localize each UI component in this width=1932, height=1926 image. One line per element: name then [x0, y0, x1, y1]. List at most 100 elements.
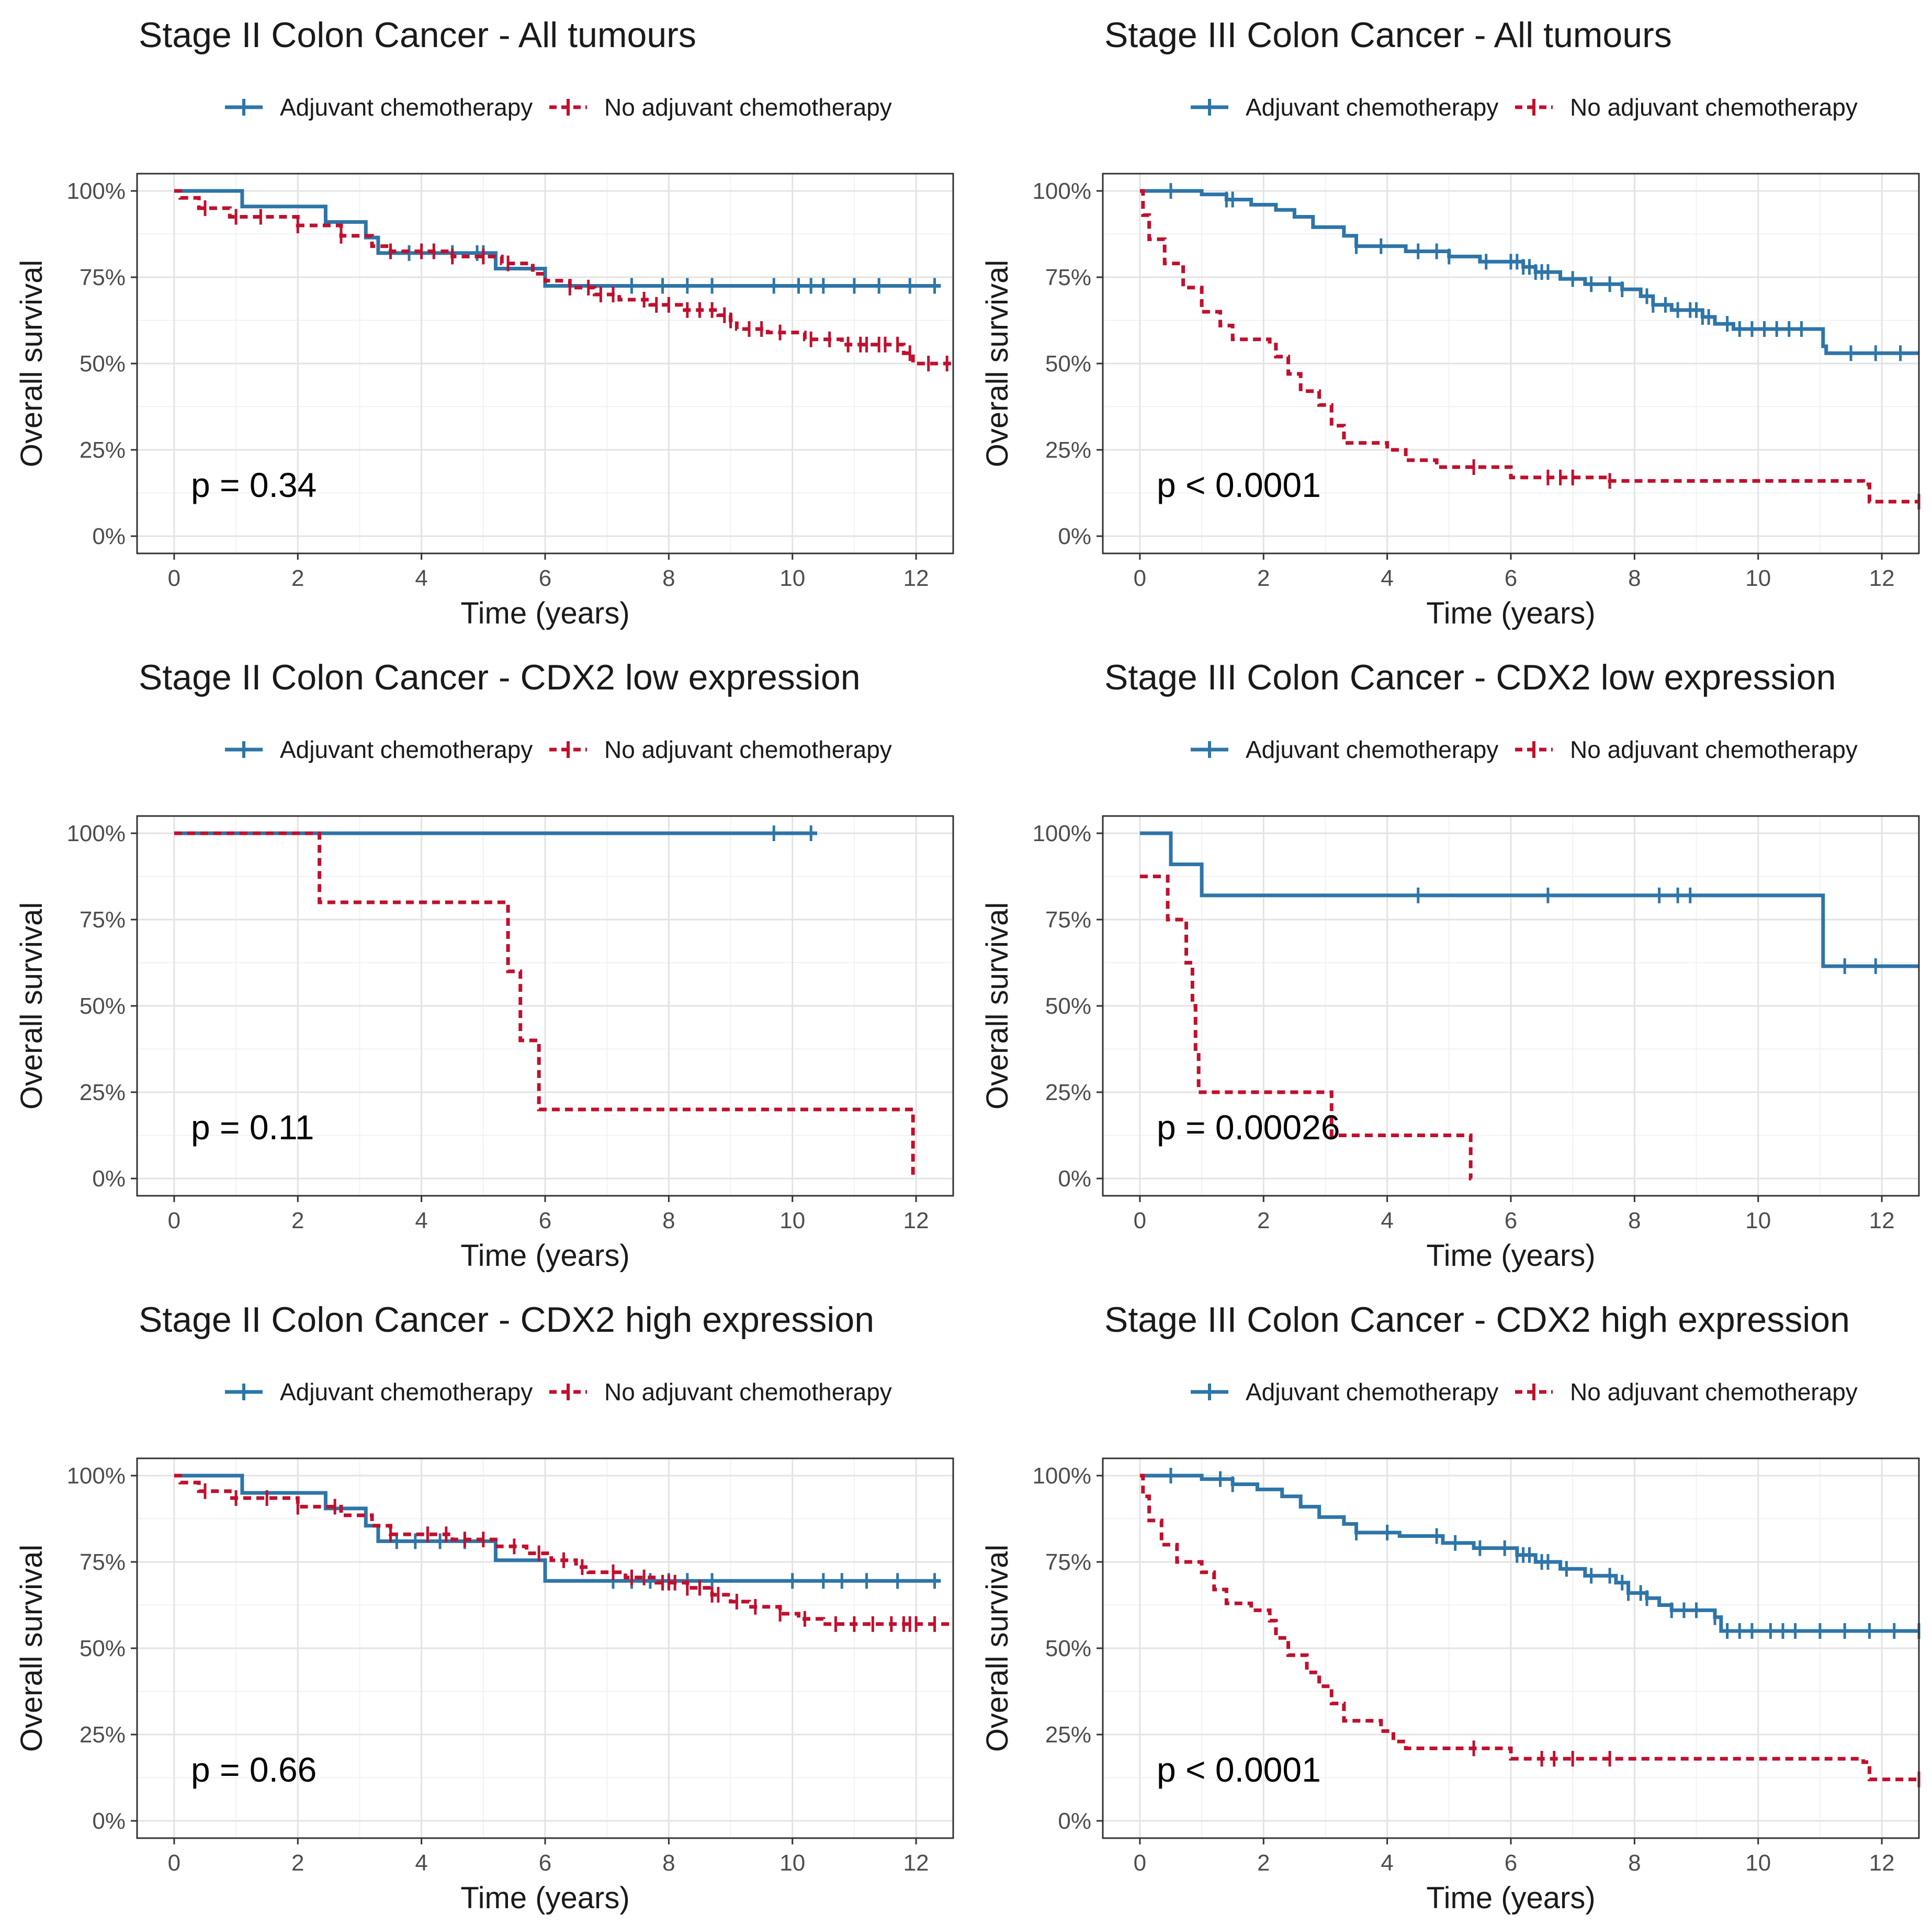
x-tick-label: 0: [1134, 1850, 1146, 1876]
x-axis-title: Time (years): [460, 1239, 629, 1273]
p-value: p = 0.00026: [1157, 1108, 1340, 1147]
y-tick-label: 0%: [1058, 1808, 1091, 1834]
x-tick-label: 4: [1381, 565, 1393, 591]
x-axis-title: Time (years): [460, 596, 629, 630]
x-tick-label: 4: [415, 1850, 427, 1876]
gridlines: [1103, 174, 1919, 553]
x-tick-label: 8: [1628, 1208, 1641, 1233]
legend: Adjuvant chemotherapy No adjuvant chemoth…: [225, 1378, 892, 1406]
legend: Adjuvant chemotherapy No adjuvant chemoth…: [1191, 736, 1858, 763]
x-tick-label: 10: [1745, 1208, 1771, 1233]
x-tick-label: 6: [539, 1208, 551, 1233]
y-tick-label: 100%: [1032, 821, 1091, 846]
panel-border: [136, 173, 954, 554]
x-tick-label: 2: [1257, 1208, 1270, 1233]
x-tick-label: 8: [1628, 1850, 1641, 1876]
no-adjuvant-curve: [1139, 1474, 1919, 1782]
legend: Adjuvant chemotherapy No adjuvant chemoth…: [225, 736, 892, 763]
x-tick-label: 6: [1505, 1208, 1517, 1233]
y-axis-title: Overall survival: [15, 1545, 49, 1752]
legend-label: No adjuvant chemotherapy: [604, 1378, 892, 1406]
y-tick-label: 75%: [80, 1549, 126, 1575]
curves: [174, 1474, 953, 1632]
panel-title: Stage III Colon Cancer - CDX2 high expre…: [1104, 1300, 1850, 1340]
legend-label: Adjuvant chemotherapy: [280, 94, 533, 121]
y-tick-label: 50%: [80, 1636, 126, 1661]
x-tick-label: 12: [903, 1208, 929, 1233]
x-tick-label: 10: [779, 1850, 805, 1876]
x-tick-label: 0: [1134, 1208, 1146, 1233]
x-tick-label: 0: [1134, 565, 1146, 591]
y-tick-label: 75%: [1045, 265, 1091, 290]
y-tick-label: 0%: [92, 1166, 126, 1192]
y-axis-title: Overall survival: [15, 260, 49, 467]
x-tick-label: 2: [1257, 1850, 1270, 1876]
y-axis-title: Overall survival: [15, 902, 49, 1109]
no-adjuvant-curve: [174, 831, 915, 1181]
legend-label: No adjuvant chemotherapy: [1570, 736, 1858, 763]
p-value: p = 0.66: [191, 1750, 317, 1789]
panel-border: [1102, 815, 1920, 1197]
x-tick-label: 4: [1381, 1208, 1393, 1233]
y-tick-label: 50%: [1045, 1636, 1091, 1661]
x-axis-title: Time (years): [460, 1881, 629, 1915]
no-adjuvant-curve: [1139, 875, 1473, 1181]
panel-title: Stage II Colon Cancer - CDX2 high expres…: [139, 1300, 874, 1340]
gridlines: [1103, 1458, 1919, 1838]
adjuvant-curve: [1139, 831, 1919, 968]
x-tick-label: 8: [662, 565, 675, 591]
x-axis-title: Time (years): [1426, 1881, 1595, 1915]
curves: [174, 189, 953, 371]
adjuvant-curve: [174, 189, 941, 288]
x-tick-label: 12: [1869, 565, 1895, 591]
y-tick-label: 25%: [1045, 1722, 1091, 1748]
x-tick-label: 6: [539, 565, 551, 591]
km-panel: Stage II Colon Cancer - All tumours Adjuv…: [15, 15, 954, 630]
x-tick-label: 4: [415, 1208, 427, 1233]
y-tick-label: 75%: [1045, 1549, 1091, 1575]
y-tick-label: 25%: [1045, 1080, 1091, 1105]
x-tick-label: 10: [1745, 1850, 1771, 1876]
x-axis-title: Time (years): [1426, 596, 1595, 630]
x-tick-label: 12: [903, 1850, 929, 1876]
panel-title: Stage III Colon Cancer - All tumours: [1104, 15, 1672, 55]
x-tick-label: 12: [1869, 1850, 1895, 1876]
y-tick-label: 75%: [80, 265, 126, 290]
y-tick-label: 50%: [80, 351, 126, 377]
x-tick-label: 2: [291, 1208, 304, 1233]
km-panel: Stage II Colon Cancer - CDX2 low express…: [15, 658, 954, 1273]
x-axis-title: Time (years): [1426, 1239, 1595, 1273]
legend: Adjuvant chemotherapy No adjuvant chemoth…: [225, 94, 892, 121]
y-axis-title: Overall survival: [980, 260, 1014, 467]
legend-label: No adjuvant chemotherapy: [604, 736, 892, 763]
legend-label: Adjuvant chemotherapy: [280, 736, 533, 763]
y-axis-title: Overall survival: [980, 902, 1014, 1109]
x-tick-label: 4: [1381, 1850, 1393, 1876]
y-tick-label: 100%: [1032, 1463, 1091, 1489]
y-tick-label: 0%: [1058, 1166, 1091, 1192]
km-panel: Stage III Colon Cancer - All tumours Adju…: [980, 15, 1920, 630]
legend-label: No adjuvant chemotherapy: [1570, 94, 1858, 121]
no-adjuvant-curve: [1139, 189, 1919, 504]
p-value: p = 0.11: [191, 1108, 314, 1147]
y-tick-label: 50%: [80, 993, 126, 1019]
y-axis-title: Overall survival: [980, 1545, 1014, 1752]
y-tick-label: 100%: [1032, 178, 1091, 204]
x-tick-label: 12: [903, 565, 929, 591]
x-tick-label: 12: [1869, 1208, 1895, 1233]
y-tick-label: 50%: [1045, 351, 1091, 377]
legend-label: Adjuvant chemotherapy: [1246, 94, 1498, 121]
x-tick-label: 0: [168, 1850, 180, 1876]
x-tick-label: 6: [1505, 1850, 1517, 1876]
y-tick-label: 100%: [66, 1463, 126, 1489]
x-tick-label: 8: [662, 1208, 675, 1233]
curves: [1139, 183, 1920, 509]
x-tick-label: 10: [779, 1208, 805, 1233]
y-tick-label: 0%: [92, 1808, 126, 1834]
km-panel: Stage III Colon Cancer - CDX2 high expre…: [980, 1300, 1920, 1915]
panel-border: [136, 815, 954, 1197]
gridlines: [137, 174, 953, 553]
x-tick-label: 10: [1745, 565, 1771, 591]
y-tick-label: 100%: [66, 178, 126, 204]
